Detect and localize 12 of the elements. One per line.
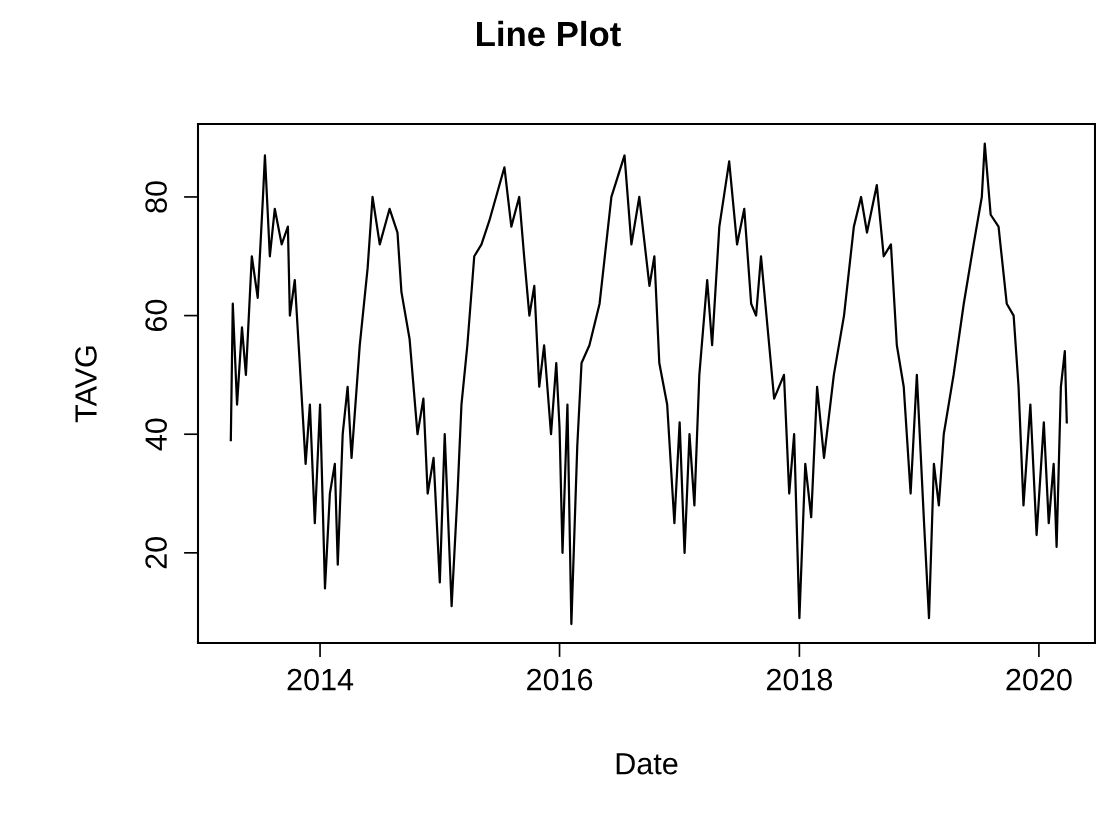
- y-tick-label: 60: [145, 299, 167, 332]
- y-tick-label: 40: [145, 418, 167, 451]
- x-tick-label: 2018: [766, 668, 833, 691]
- x-tick-label: 2020: [1006, 668, 1072, 691]
- x-tick-label: 2016: [527, 668, 593, 691]
- y-axis-title: TAVG: [75, 346, 97, 423]
- line-series: [229, 142, 1068, 626]
- y-tick-label: 20: [145, 537, 167, 569]
- chart-title: Line Plot: [477, 20, 621, 47]
- x-axis-title: Date: [616, 753, 678, 775]
- x-tick-label: 2014: [287, 668, 354, 691]
- y-tick-label: 80: [145, 181, 167, 213]
